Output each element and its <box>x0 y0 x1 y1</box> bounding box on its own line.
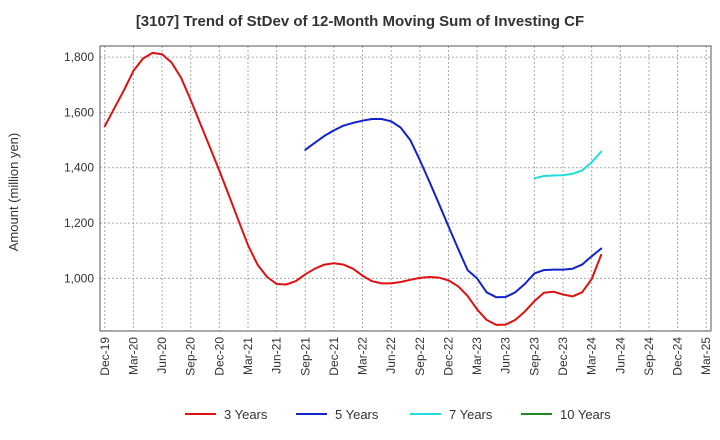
legend: 3 Years 5 Years 7 Years 10 Years <box>185 407 611 422</box>
y-tick-label: 1,400 <box>64 161 94 175</box>
x-tick-label: Sep-24 <box>642 337 656 376</box>
series-layer <box>103 51 603 326</box>
x-tick-label: Jun-24 <box>613 337 627 374</box>
x-tick-label: Dec-19 <box>98 337 112 376</box>
x-tick-label: Dec-23 <box>556 337 570 376</box>
grid-layer <box>100 46 711 331</box>
x-tick-label: Jun-22 <box>384 337 398 374</box>
x-tick-label: Mar-22 <box>356 337 370 375</box>
legend-label-3-years: 3 Years <box>224 407 268 422</box>
x-tick-label: Sep-20 <box>184 337 198 376</box>
x-tick-label: Mar-25 <box>699 337 713 375</box>
legend-label-10-years: 10 Years <box>560 407 611 422</box>
y-axis-label: Amount (million yen) <box>6 133 21 252</box>
x-tick-label: Jun-23 <box>499 337 513 374</box>
x-tick-label: Dec-22 <box>441 337 455 376</box>
y-tick-label: 1,600 <box>64 105 94 119</box>
x-tick-label: Mar-24 <box>585 337 599 375</box>
y-tick-label: 1,000 <box>64 271 94 285</box>
x-tick-label: Sep-23 <box>527 337 541 376</box>
x-tick-label: Mar-20 <box>126 337 140 375</box>
chart-title: [3107] Trend of StDev of 12-Month Moving… <box>136 13 584 30</box>
series-line-7-years <box>533 150 603 180</box>
x-tick-label: Jun-20 <box>155 337 169 374</box>
series-line-5-years <box>304 118 603 299</box>
legend-label-7-years: 7 Years <box>449 407 493 422</box>
x-tick-label: Jun-21 <box>270 337 284 374</box>
x-tick-label: Sep-21 <box>298 337 312 376</box>
series-line-3-years <box>103 51 603 326</box>
x-tick-label: Sep-22 <box>413 337 427 376</box>
x-tick-label: Dec-21 <box>327 337 341 376</box>
x-tick-label: Dec-24 <box>671 337 685 376</box>
x-tick-label: Dec-20 <box>212 337 226 376</box>
y-tick-label: 1,800 <box>64 50 94 64</box>
legend-label-5-years: 5 Years <box>335 407 379 422</box>
x-ticks: Dec-19 Mar-20 Jun-20 Sep-20 Dec-20 Mar-21 Jun-… <box>98 337 713 376</box>
y-tick-label: 1,200 <box>64 216 94 230</box>
x-tick-label: Mar-23 <box>470 337 484 375</box>
plot-frame <box>99 45 712 332</box>
x-tick-label: Mar-21 <box>241 337 255 375</box>
y-ticks: 1,000 1,200 1,400 1,600 1,800 <box>64 50 94 285</box>
